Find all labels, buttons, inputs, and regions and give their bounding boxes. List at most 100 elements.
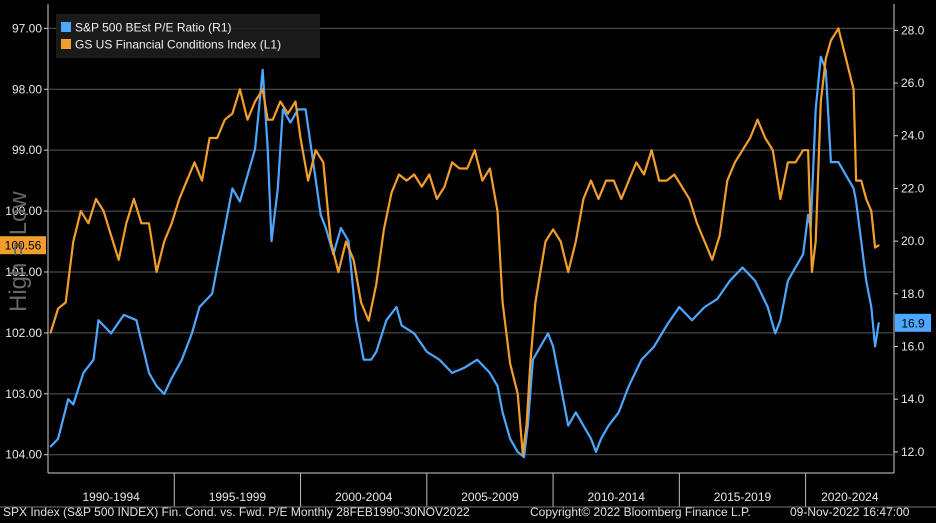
series-point (117, 259, 120, 261)
series-point (552, 228, 554, 231)
series-point (741, 149, 744, 151)
series-point (681, 185, 683, 188)
series-line (49, 55, 880, 459)
right-tick-label: 20.0 (901, 234, 925, 248)
series-point (428, 173, 431, 176)
series-point (703, 306, 706, 308)
right-axis: 12.0 14.0 16.0 18.0 20.0 22.0 24.0 26.0 28.0 (894, 23, 925, 459)
series-point (830, 161, 832, 163)
series-point (272, 118, 274, 121)
series-point (612, 179, 615, 182)
series-point (590, 179, 592, 182)
series-point (170, 222, 173, 225)
series-point (741, 266, 744, 269)
series-point (620, 198, 623, 200)
right-tick-label: 24.0 (901, 129, 925, 143)
series-point (463, 366, 466, 369)
series-point (181, 358, 183, 361)
series-point (567, 271, 569, 273)
series-point (496, 385, 499, 387)
right-last-value-label: 16.9 (901, 316, 925, 330)
series-point (155, 385, 158, 387)
x-category-label: 2015-2019 (714, 490, 772, 504)
series-point (874, 246, 876, 249)
x-category-label: 2020-2024 (821, 490, 879, 504)
series-pe-ratio (49, 55, 880, 459)
x-category-label: 2010-2014 (588, 490, 646, 504)
series-point (307, 179, 309, 182)
series-point (57, 307, 59, 310)
series-point (254, 100, 256, 103)
series-point (516, 393, 519, 395)
series-financial-conditions (49, 27, 880, 456)
series-point (216, 137, 218, 139)
series-point (198, 306, 201, 308)
series-point (837, 161, 840, 163)
series-point (811, 271, 813, 273)
series-point (443, 185, 446, 188)
series-point (575, 411, 577, 414)
series-point (539, 271, 542, 273)
series-point (337, 271, 340, 273)
series-point (57, 437, 59, 440)
series-point (125, 222, 128, 225)
series-point (825, 58, 827, 60)
right-tick-label: 22.0 (901, 181, 925, 195)
series-point (779, 319, 782, 322)
series-point (718, 234, 721, 237)
left-last-value-badge (0, 236, 46, 255)
series-point (163, 393, 165, 395)
series-point (347, 240, 350, 242)
series-point (635, 161, 638, 164)
series-point (476, 358, 479, 361)
series-point (860, 240, 862, 242)
series-point (855, 179, 857, 182)
series-point (640, 358, 643, 361)
series-point (72, 403, 75, 406)
series-point (605, 179, 607, 182)
right-last-value-badge (895, 313, 931, 332)
series-point (820, 100, 822, 103)
series-point (845, 174, 847, 177)
series-point (559, 240, 562, 243)
series-point (559, 385, 562, 387)
left-tick-label: 100.00 (5, 204, 42, 218)
series-point (501, 301, 504, 304)
series-point (878, 244, 880, 246)
series-point (665, 324, 668, 327)
series-point (102, 210, 105, 212)
series-point (82, 372, 85, 374)
series-point (766, 306, 769, 308)
series-point (208, 137, 211, 139)
series-point (814, 108, 817, 111)
series-point (617, 411, 620, 414)
right-tick-label: 16.0 (901, 340, 925, 354)
legend-entry: GS US Financial Conditions Index (L1) (75, 38, 281, 52)
series-point (330, 240, 332, 243)
series-point (807, 149, 809, 151)
series-point (375, 351, 378, 353)
series-point (239, 200, 241, 203)
series-point (691, 319, 693, 322)
series-point (643, 173, 645, 176)
series-point (658, 179, 660, 182)
series-point (802, 149, 804, 151)
series-point (754, 279, 756, 282)
series-point (322, 161, 325, 164)
series-point (481, 179, 484, 182)
series-point (67, 398, 69, 401)
series-point (211, 293, 213, 295)
series-point (95, 198, 97, 200)
series-point (277, 187, 279, 190)
series-point (92, 358, 95, 361)
left-tick-label: 97.00 (12, 21, 42, 35)
right-tick-label: 18.0 (901, 287, 925, 301)
series-point (582, 424, 585, 427)
series-point (451, 372, 453, 374)
series-point (703, 240, 706, 243)
series-point (716, 298, 718, 300)
series-layer (49, 27, 880, 459)
series-point (395, 306, 398, 308)
series-point (362, 358, 365, 361)
left-tick-label: 98.00 (12, 82, 42, 96)
